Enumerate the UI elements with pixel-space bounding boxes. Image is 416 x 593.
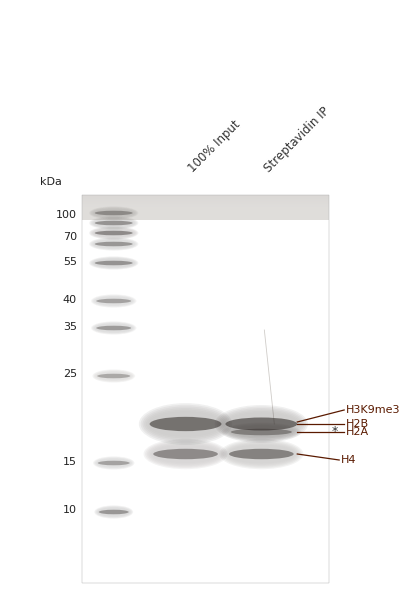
Text: *: * [331, 426, 337, 438]
Bar [82, 203, 329, 216]
Bar [82, 196, 329, 209]
Ellipse shape [153, 449, 218, 459]
Bar [82, 199, 329, 212]
Ellipse shape [229, 449, 294, 459]
Bar [82, 197, 329, 210]
Bar [82, 208, 329, 221]
Ellipse shape [89, 227, 139, 240]
Bar [82, 198, 329, 211]
Bar [82, 201, 329, 214]
Ellipse shape [96, 326, 131, 330]
Ellipse shape [215, 405, 308, 443]
Text: 10: 10 [63, 505, 77, 515]
Bar [82, 199, 329, 212]
Bar [82, 196, 329, 208]
Ellipse shape [97, 374, 130, 378]
Ellipse shape [139, 403, 232, 445]
Bar [82, 202, 329, 215]
Text: 40: 40 [63, 295, 77, 305]
Ellipse shape [231, 429, 292, 435]
Bar [82, 206, 329, 219]
Bar [82, 195, 329, 208]
Bar [82, 200, 329, 213]
Ellipse shape [225, 417, 297, 431]
Bar [82, 202, 329, 215]
Bar [82, 195, 329, 583]
Text: 15: 15 [63, 457, 77, 467]
Text: H3K9me3: H3K9me3 [346, 405, 401, 415]
Ellipse shape [95, 261, 133, 265]
Bar [82, 197, 329, 210]
Text: kDa: kDa [40, 177, 62, 187]
Bar [82, 204, 329, 217]
Text: H2A: H2A [346, 427, 369, 437]
Ellipse shape [95, 242, 133, 246]
Ellipse shape [98, 461, 130, 466]
Ellipse shape [95, 221, 133, 225]
Text: Streptavidin IP: Streptavidin IP [261, 104, 332, 175]
Ellipse shape [95, 231, 133, 235]
Ellipse shape [144, 439, 228, 469]
Text: 70: 70 [63, 232, 77, 242]
Ellipse shape [216, 406, 306, 442]
Text: H4: H4 [341, 455, 357, 465]
Bar [82, 203, 329, 216]
Text: 100: 100 [56, 210, 77, 220]
Text: H2B: H2B [346, 419, 369, 429]
Bar [82, 199, 329, 211]
Bar [82, 207, 329, 220]
Bar [82, 197, 329, 211]
Text: 100% Input: 100% Input [186, 118, 243, 175]
Bar [82, 205, 329, 218]
Text: 25: 25 [63, 369, 77, 379]
Text: 55: 55 [63, 257, 77, 267]
Bar [82, 206, 329, 219]
Ellipse shape [89, 256, 139, 270]
Text: 35: 35 [63, 322, 77, 332]
Bar [82, 200, 329, 213]
Bar [82, 203, 329, 216]
Bar [82, 205, 329, 218]
Bar [82, 205, 329, 218]
Bar [82, 206, 329, 219]
Ellipse shape [219, 439, 303, 469]
Bar [82, 196, 329, 209]
Ellipse shape [95, 211, 133, 215]
Bar [82, 202, 329, 215]
Ellipse shape [150, 417, 221, 431]
Ellipse shape [99, 510, 129, 514]
Ellipse shape [96, 299, 131, 303]
Ellipse shape [141, 405, 230, 443]
Bar [82, 200, 329, 213]
Ellipse shape [89, 216, 139, 229]
